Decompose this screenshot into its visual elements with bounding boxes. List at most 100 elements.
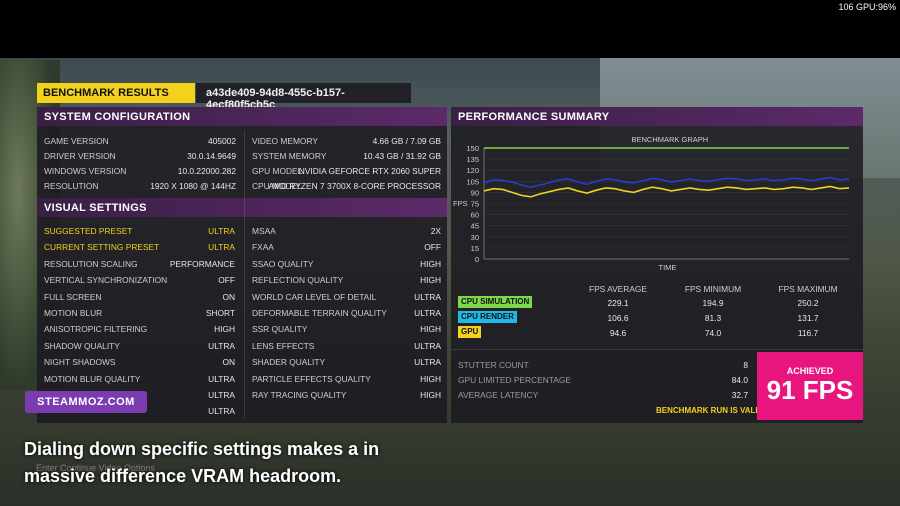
setting-value: HIGH (214, 324, 235, 335)
setting-row: SUGGESTED PRESET ULTRA (44, 226, 235, 238)
x-axis-label: TIME (659, 263, 677, 272)
fps-value: 194.9 (702, 298, 724, 308)
setting-value: ULTRA (414, 308, 441, 318)
setting-value: ULTRA (208, 340, 235, 351)
setting-row: SSAO QUALITY HIGH (252, 259, 441, 271)
setting-label: SUGGESTED PRESET (44, 226, 133, 236)
top-bar (0, 0, 900, 58)
setting-label: WORLD CAR LEVEL OF DETAIL (252, 291, 377, 302)
y-tick-label: 15 (471, 244, 479, 253)
setting-label: RESOLUTION (44, 181, 99, 191)
fps-row-label: CPU RENDER (458, 311, 517, 323)
setting-row: PARTICLE EFFECTS QUALITY HIGH (252, 374, 441, 386)
setting-row: GPU MODEL NVIDIA GeForce RTX 2060 SUPER (252, 166, 441, 178)
setting-row: FULL SCREEN ON (44, 292, 235, 304)
stat-label: AVERAGE LATENCY (458, 390, 539, 400)
setting-row: MOTION BLUR SHORT (44, 308, 235, 320)
setting-value: HIGH (420, 258, 441, 269)
stat-label: GPU LIMITED PERCENTAGE (458, 375, 571, 385)
setting-value: ON (222, 357, 235, 368)
fps-value: 131.7 (797, 313, 819, 323)
setting-value: HIGH (420, 324, 441, 335)
performance-summary-header: PERFORMANCE SUMMARY (451, 107, 863, 126)
setting-row: VIDEO MEMORY 4.66 GB / 7.09 GB (252, 136, 441, 148)
setting-value: ULTRA (208, 390, 235, 400)
setting-row: RESOLUTION SCALING PERFORMANCE (44, 259, 235, 271)
setting-value: AMD Ryzen 7 3700X 8-Core Processor (268, 181, 441, 191)
benchmark-id: a43de409-94d8-455c-b157-4ecf80f5cb5c (196, 83, 411, 111)
setting-value: 10.43 GB / 31.92 GB (363, 151, 441, 161)
fps-column-header: FPS AVERAGE (588, 284, 648, 294)
setting-value: ULTRA (208, 406, 235, 417)
fps-value: 250.2 (797, 298, 819, 308)
benchmark-graph: BENCHMARK GRAPH1501351201059075604530150… (453, 135, 850, 272)
benchmark-results-title: BENCHMARK RESULTS (37, 83, 195, 103)
caption-line-2: massive difference VRAM headroom. (24, 466, 342, 486)
setting-label: MOTION BLUR (44, 308, 103, 318)
setting-label: MOTION BLUR QUALITY (44, 373, 141, 384)
setting-row: ULTRA (44, 390, 235, 402)
achieved-label: ACHIEVED (786, 366, 834, 376)
setting-value: ON (222, 291, 235, 302)
setting-value: ULTRA (414, 340, 441, 351)
setting-row: ANISOTROPIC FILTERING HIGH (44, 324, 235, 336)
setting-label: CPU MODEL (252, 181, 302, 191)
setting-value: 30.0.14.9649 (187, 151, 236, 161)
setting-row: DRIVER VERSION 30.0.14.9649 (44, 151, 236, 163)
setting-value: PERFORMANCE (169, 258, 235, 269)
y-tick-label: 60 (471, 211, 479, 220)
y-tick-label: 150 (466, 144, 479, 153)
setting-label: DRIVER VERSION (44, 151, 116, 161)
setting-row: RAY TRACING QUALITY HIGH (252, 390, 441, 402)
setting-value: HIGH (420, 275, 441, 286)
setting-value: NVIDIA GeForce RTX 2060 SUPER (298, 166, 441, 176)
setting-label: GPU MODEL (252, 166, 303, 176)
fps-row-label: CPU SIMULATION (458, 296, 533, 308)
setting-row: SHADER QUALITY ULTRA (252, 357, 441, 369)
setting-value: 4.66 GB / 7.09 GB (372, 136, 441, 146)
setting-label: SYSTEM MEMORY (252, 151, 327, 161)
fps-column-header: FPS MINIMUM (684, 284, 742, 294)
fps-value: 229.1 (607, 298, 629, 308)
setting-row: SSR QUALITY HIGH (252, 324, 441, 336)
setting-label: MSAA (252, 226, 276, 236)
setting-label: FXAA (252, 242, 274, 253)
system-config-header: SYSTEM CONFIGURATION (37, 107, 447, 126)
setting-value: HIGH (420, 373, 441, 384)
stat-label: STUTTER COUNT (458, 360, 529, 370)
series-line-cpu-render (483, 176, 850, 189)
setting-row: RESOLUTION 1920 x 1080 @ 144Hz (44, 181, 236, 193)
setting-row: MSAA 2X (252, 226, 441, 238)
setting-row: MOTION BLUR QUALITY ULTRA (44, 374, 235, 386)
setting-value: ULTRA (414, 291, 441, 302)
fps-value: 74.0 (704, 328, 722, 338)
setting-label: FULL SCREEN (44, 291, 102, 302)
stat-value: 84.0 (731, 375, 748, 385)
achieved-value: 91 FPS (766, 375, 854, 405)
series-line-gpu (483, 185, 850, 198)
setting-label: RAY TRACING QUALITY (252, 390, 347, 400)
setting-label: GAME VERSION (44, 136, 109, 146)
setting-row: FXAA OFF (252, 242, 441, 254)
stat-value: 32.7 (731, 390, 748, 400)
setting-label: SHADER QUALITY (252, 357, 326, 368)
setting-row: VERTICAL SYNCHRONIZATION OFF (44, 275, 235, 287)
setting-value: ULTRA (414, 357, 441, 368)
setting-label: ANISOTROPIC FILTERING (44, 324, 148, 335)
setting-value: 10.0.22000.282 (177, 166, 236, 176)
footer-hints: Enter Continue Video Options (36, 463, 155, 473)
fps-value: 81.3 (704, 313, 722, 323)
setting-label: RESOLUTION SCALING (44, 258, 138, 269)
setting-value: ULTRA (208, 226, 235, 236)
column-divider (244, 130, 245, 418)
y-axis-label: FPS (453, 199, 468, 208)
benchmark-title-text: BENCHMARK RESULTS (43, 87, 169, 99)
setting-value: ULTRA (208, 242, 235, 253)
graph-title: BENCHMARK GRAPH (632, 135, 709, 144)
setting-label: CURRENT SETTING PRESET (44, 242, 160, 253)
y-tick-label: 75 (471, 200, 479, 209)
setting-value: HIGH (420, 390, 441, 400)
caption: Dialing down specific settings makes a i… (24, 436, 379, 490)
y-tick-label: 120 (466, 166, 479, 175)
setting-row: GAME VERSION 405002 (44, 136, 236, 148)
